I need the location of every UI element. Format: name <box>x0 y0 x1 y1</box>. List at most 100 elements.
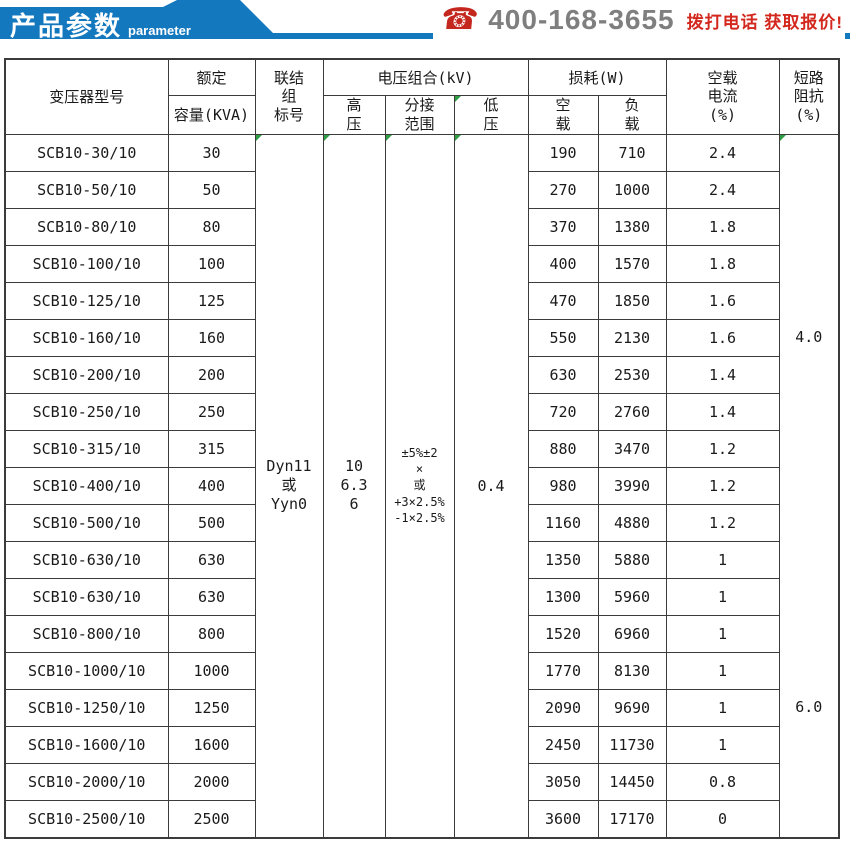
cell-no-load-current: 0.8 <box>665 762 780 801</box>
col-header-hv: 高 压 <box>322 95 386 135</box>
cell-model: SCB10-2000/10 <box>4 762 169 801</box>
col-header-no-load-current: 空载 电流 (%) <box>665 58 780 135</box>
col-header-no-load-loss: 空 载 <box>527 95 599 135</box>
cell-model: SCB10-800/10 <box>4 614 169 653</box>
cell-load-loss: 710 <box>597 133 667 172</box>
table-row: SCB10-400/10 400 980 3990 1.2 <box>4 466 839 505</box>
cell-load-loss: 1000 <box>597 170 667 209</box>
cell-capacity: 250 <box>167 392 256 431</box>
cell-no-load-loss: 1160 <box>527 503 599 542</box>
telephone-icon: ☎ <box>439 3 481 36</box>
cell-capacity: 50 <box>167 170 256 209</box>
col-header-capacity: 容量(KVA) <box>167 95 256 135</box>
cell-no-load-loss: 3600 <box>527 799 599 838</box>
cell-no-load-current: 0 <box>665 799 780 838</box>
cell-no-load-loss: 400 <box>527 244 599 283</box>
col-header-model: 变压器型号 <box>4 58 169 135</box>
phone-number[interactable]: 400-168-3655 <box>488 4 675 35</box>
col-header-rated: 额定 <box>167 58 256 96</box>
cell-capacity: 1250 <box>167 688 256 727</box>
table-header: 变压器型号 额定 联结 组 标号 电压组合(kV) 损耗(W) 空载 电流 (%… <box>4 58 840 135</box>
cell-no-load-loss: 2090 <box>527 688 599 727</box>
banner-title: 产品参数 parameter <box>10 6 191 43</box>
cell-capacity: 800 <box>167 614 256 653</box>
table-row: SCB10-100/10 100 400 1570 1.8 <box>4 244 839 283</box>
cell-load-loss: 2530 <box>597 355 667 394</box>
cell-load-loss: 3470 <box>597 429 667 468</box>
col-header-loss: 损耗(W) <box>527 58 667 96</box>
cell-model: SCB10-160/10 <box>4 318 169 357</box>
impedance-value-lower: 6.0 <box>795 697 823 716</box>
table-row: SCB10-160/10 160 550 2130 1.6 <box>4 318 839 357</box>
cell-capacity: 125 <box>167 281 256 320</box>
col-header-lv: 低 压 <box>453 95 529 135</box>
cell-model: SCB10-1600/10 <box>4 725 169 764</box>
cell-capacity: 30 <box>167 133 256 172</box>
phone-cta[interactable]: ☎ 400-168-3655 拨打电话 获取报价! <box>432 2 845 42</box>
cell-model: SCB10-50/10 <box>4 170 169 209</box>
cell-load-loss: 6960 <box>597 614 667 653</box>
cell-no-load-current: 1.2 <box>665 429 780 468</box>
cell-capacity: 400 <box>167 466 256 505</box>
cell-no-load-loss: 720 <box>527 392 599 431</box>
cell-impedance: 4.0 6.0 <box>778 133 840 838</box>
col-header-tap-range: 分接 范围 <box>384 95 455 135</box>
cell-no-load-loss: 1300 <box>527 577 599 616</box>
table-row: SCB10-630/10 630 1350 5880 1 <box>4 540 839 579</box>
banner-ribbon <box>0 0 850 39</box>
page-subtitle: parameter <box>128 23 191 38</box>
cell-capacity: 630 <box>167 577 256 616</box>
col-header-vector-group: 联结 组 标号 <box>254 58 324 135</box>
cell-no-load-current: 2.4 <box>665 133 780 172</box>
cell-model: SCB10-1250/10 <box>4 688 169 727</box>
cell-model: SCB10-1000/10 <box>4 651 169 690</box>
cell-no-load-current: 1.2 <box>665 503 780 542</box>
cell-no-load-current: 1 <box>665 651 780 690</box>
cell-no-load-current: 1.2 <box>665 466 780 505</box>
col-header-voltage-combo: 电压组合(kV) <box>322 58 529 96</box>
cell-model: SCB10-200/10 <box>4 355 169 394</box>
cell-load-loss: 1570 <box>597 244 667 283</box>
cell-lv: 0.4 <box>453 133 529 838</box>
parameter-table: 变压器型号 额定 联结 组 标号 电压组合(kV) 损耗(W) 空载 电流 (%… <box>4 58 840 839</box>
cell-no-load-current: 1.8 <box>665 207 780 246</box>
table-row: SCB10-1000/10 1000 1770 8130 1 <box>4 651 839 690</box>
cell-no-load-loss: 470 <box>527 281 599 320</box>
cell-load-loss: 1850 <box>597 281 667 320</box>
cell-load-loss: 8130 <box>597 651 667 690</box>
cell-no-load-current: 1 <box>665 725 780 764</box>
cell-no-load-current: 1 <box>665 614 780 653</box>
cell-load-loss: 2130 <box>597 318 667 357</box>
cell-model: SCB10-630/10 <box>4 540 169 579</box>
cell-capacity: 80 <box>167 207 256 246</box>
cell-no-load-current: 1 <box>665 577 780 616</box>
table-row: SCB10-800/10 800 1520 6960 1 <box>4 614 839 653</box>
cell-model: SCB10-315/10 <box>4 429 169 468</box>
col-header-impedance: 短路 阻抗 (%) <box>778 58 840 135</box>
table-row: SCB10-30/10 30 Dyn11 或 Yyn0 10 6.3 6 ±5%±2 ×… <box>4 133 840 838</box>
cell-capacity: 1000 <box>167 651 256 690</box>
cell-capacity: 2500 <box>167 799 256 838</box>
table-row: SCB10-1250/10 1250 2090 9690 1 <box>4 688 839 727</box>
cell-load-loss: 11730 <box>597 725 667 764</box>
cell-tap-range: ±5%±2 × 或 +3×2.5% -1×2.5% <box>384 133 455 838</box>
cell-load-loss: 2760 <box>597 392 667 431</box>
cell-no-load-loss: 370 <box>527 207 599 246</box>
cell-no-load-current: 1.6 <box>665 318 780 357</box>
page-header: 产品参数 parameter ☎ 400-168-3655 拨打电话 获取报价! <box>0 0 850 46</box>
cell-no-load-loss: 880 <box>527 429 599 468</box>
cell-model: SCB10-250/10 <box>4 392 169 431</box>
cell-load-loss: 14450 <box>597 762 667 801</box>
table-row: SCB10-2000/10 2000 3050 14450 0.8 <box>4 762 839 801</box>
cell-no-load-loss: 270 <box>527 170 599 209</box>
table-row: SCB10-80/10 80 370 1380 1.8 <box>4 207 839 246</box>
table-row: SCB10-2500/10 2500 3600 17170 0 <box>4 799 839 838</box>
col-header-load-loss: 负 载 <box>597 95 667 135</box>
table-row: SCB10-250/10 250 720 2760 1.4 <box>4 392 839 431</box>
cell-capacity: 1600 <box>167 725 256 764</box>
cell-load-loss: 5960 <box>597 577 667 616</box>
cell-load-loss: 3990 <box>597 466 667 505</box>
cell-no-load-current: 1.4 <box>665 392 780 431</box>
cell-load-loss: 5880 <box>597 540 667 579</box>
cell-capacity: 315 <box>167 429 256 468</box>
